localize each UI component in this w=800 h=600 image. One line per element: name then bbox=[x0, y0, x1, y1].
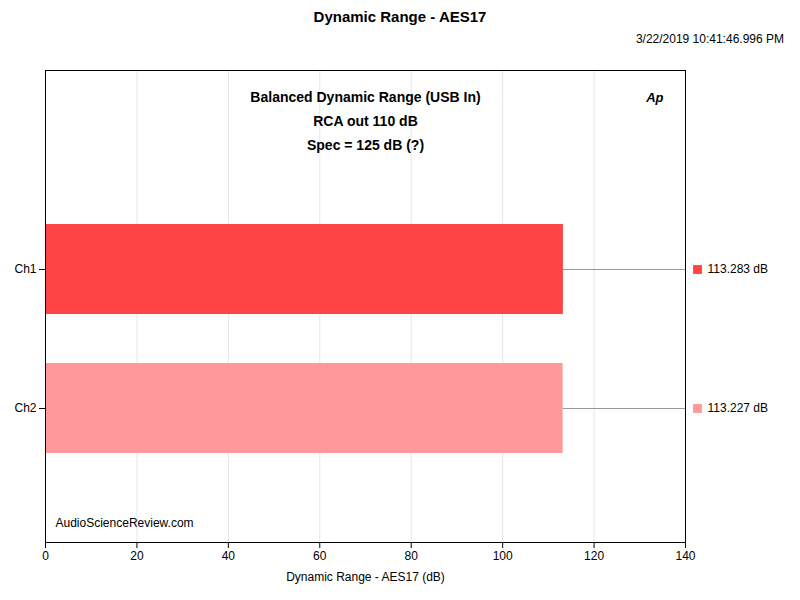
svg-text:Ap: Ap bbox=[645, 90, 663, 105]
svg-text:20: 20 bbox=[130, 549, 144, 563]
svg-text:AudioScienceReview.com: AudioScienceReview.com bbox=[56, 516, 194, 530]
svg-text:60: 60 bbox=[313, 549, 327, 563]
svg-text:100: 100 bbox=[493, 549, 513, 563]
html-text:3/22/2019 10:41:46.996 PM: 3/22/2019 10:41:46.996 PM bbox=[635, 32, 784, 46]
svg-text:Spec = 125 dB (?): Spec = 125 dB (?) bbox=[307, 137, 424, 153]
svg-text:Ch1: Ch1 bbox=[14, 262, 36, 276]
svg-text:RCA out 110 dB: RCA out 110 dB bbox=[313, 113, 418, 129]
svg-text:0: 0 bbox=[42, 549, 49, 563]
svg-text:120: 120 bbox=[584, 549, 604, 563]
svg-text:40: 40 bbox=[222, 549, 236, 563]
svg-text:80: 80 bbox=[405, 549, 419, 563]
svg-text:113.227 dB: 113.227 dB bbox=[708, 401, 769, 415]
svg-text:Ch2: Ch2 bbox=[14, 401, 36, 415]
svg-text:140: 140 bbox=[675, 549, 695, 563]
svg-text:113.283 dB: 113.283 dB bbox=[708, 262, 769, 276]
html-text:Dynamic Range - AES17: Dynamic Range - AES17 bbox=[313, 8, 487, 25]
svg-text:Balanced Dynamic Range (USB In: Balanced Dynamic Range (USB In) bbox=[250, 89, 480, 105]
svg-text:Dynamic Range - AES17 (dB): Dynamic Range - AES17 (dB) bbox=[286, 570, 445, 584]
